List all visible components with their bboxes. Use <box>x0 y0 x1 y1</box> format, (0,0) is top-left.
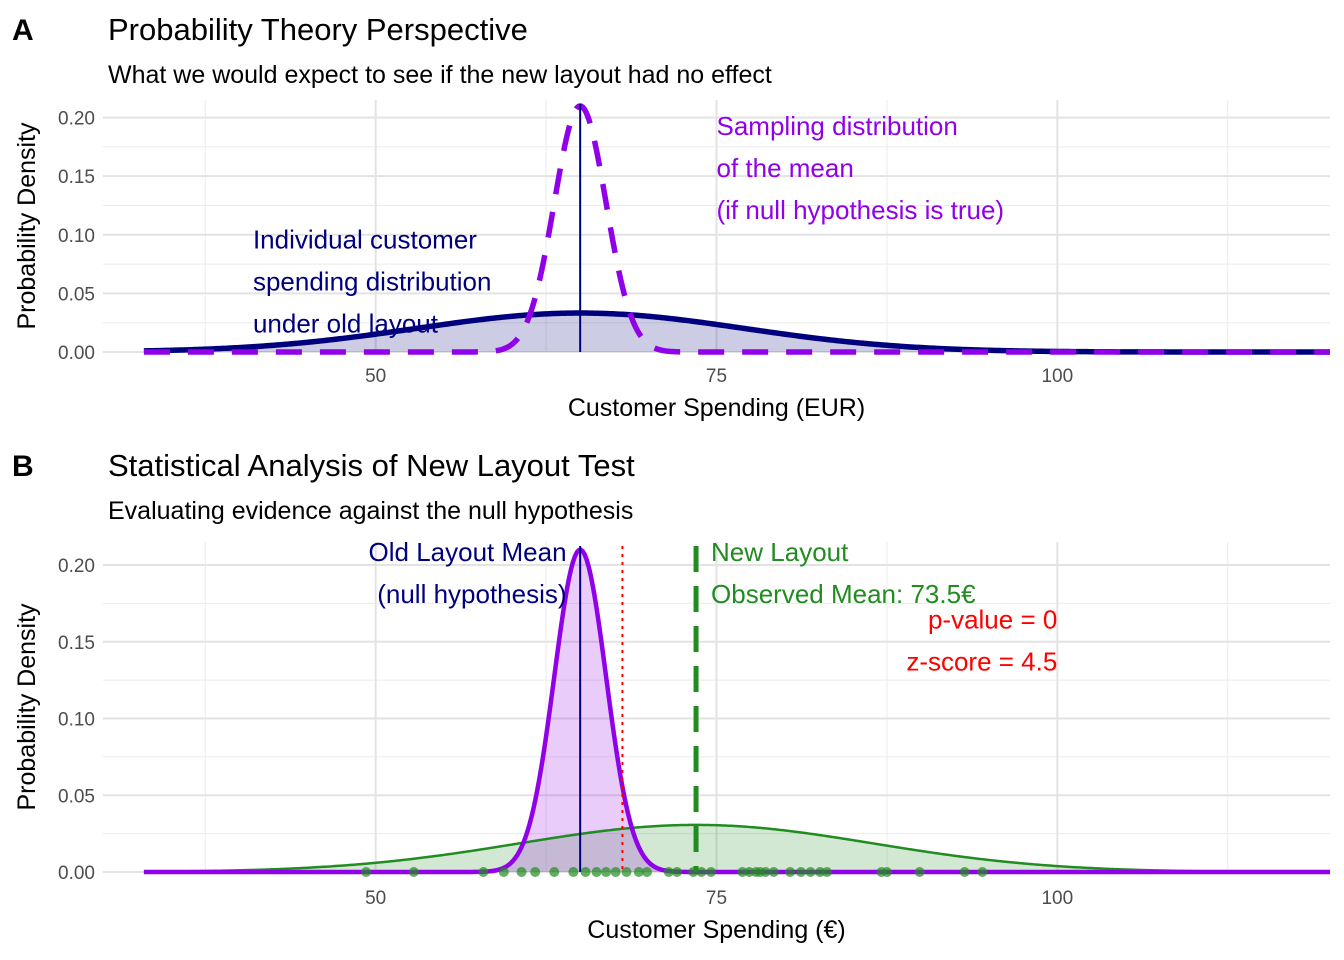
grid <box>103 100 1330 353</box>
x-tick-label: 50 <box>365 366 386 387</box>
data-point <box>478 867 489 877</box>
annotation-line: spending distribution <box>253 266 492 296</box>
y-tick-label: 0.10 <box>58 226 95 247</box>
density-line-1 <box>143 103 1331 355</box>
y-tick-label: 0.20 <box>58 109 95 130</box>
data-point <box>977 867 988 877</box>
data-point <box>881 867 892 877</box>
annotation-line: Sampling distribution <box>717 111 958 141</box>
data-point <box>591 867 602 877</box>
chart-title: Statistical Analysis of New Layout Test <box>108 448 635 483</box>
data-point <box>821 867 832 877</box>
annotation: Sampling distribution of the mean (if null… <box>717 111 1005 225</box>
data-point <box>805 867 816 877</box>
data-point <box>785 867 796 877</box>
data-point <box>408 867 419 877</box>
data-point <box>796 867 807 877</box>
annotation-line: Individual customer <box>253 224 477 254</box>
data-point <box>768 867 779 877</box>
x-axis-title: Customer Spending (€) <box>587 916 845 944</box>
data-point <box>706 867 717 877</box>
data-point <box>959 867 970 877</box>
annotation-line: Observed Mean: 73.5€ <box>711 579 976 609</box>
density-area-0 <box>143 313 1330 352</box>
annotation-line: New Layout <box>711 537 849 567</box>
panel-tag: B <box>12 450 34 483</box>
data-point <box>696 867 707 877</box>
x-axis-title: Customer Spending (EUR) <box>568 394 865 422</box>
y-tick-label: 0.15 <box>58 633 95 654</box>
panel-a: A Probability Theory Perspective What we w… <box>12 12 1331 422</box>
data-point <box>549 867 560 877</box>
data-point <box>568 867 579 877</box>
y-axis-title: Probability Density <box>13 122 41 330</box>
x-tick-label: 100 <box>1041 366 1073 387</box>
chart-subtitle: Evaluating evidence against the null hyp… <box>108 497 633 525</box>
x-tick-label: 75 <box>706 366 727 387</box>
x-tick-label: 100 <box>1041 888 1073 909</box>
data-point <box>498 867 509 877</box>
y-tick-label: 0.10 <box>58 710 95 731</box>
y-axis-title: Probability Density <box>13 603 41 811</box>
data-point <box>760 867 771 877</box>
x-tick-label: 50 <box>365 888 386 909</box>
chart-subtitle: What we would expect to see if the new l… <box>108 61 772 89</box>
annotation-line: (null hypothesis) <box>377 579 566 609</box>
data-point <box>671 867 682 877</box>
x-tick-label: 75 <box>706 888 727 909</box>
data-point <box>641 867 652 877</box>
y-tick-label: 0.15 <box>58 167 95 188</box>
annotation-line: Old Layout Mean <box>369 537 567 567</box>
data-point <box>530 867 541 877</box>
panel-b: B Statistical Analysis of New Layout Test… <box>12 448 1331 944</box>
annotation: p-value = 0 z-score = 4.5 <box>906 605 1057 677</box>
annotation-line: z-score = 4.5 <box>906 647 1057 677</box>
data-point <box>621 867 632 877</box>
data-point <box>633 867 644 877</box>
panel-tag: A <box>12 14 34 47</box>
y-tick-label: 0.00 <box>58 863 95 884</box>
data-point <box>601 867 612 877</box>
data-point <box>580 867 591 877</box>
y-tick-label: 0.05 <box>58 786 95 807</box>
annotation: Old Layout Mean (null hypothesis) <box>369 537 567 609</box>
data-point <box>516 867 527 877</box>
data-point <box>610 867 621 877</box>
annotation-line: (if null hypothesis is true) <box>717 195 1005 225</box>
annotation: Individual customer spending distribution… <box>253 224 492 338</box>
chart-title: Probability Theory Perspective <box>108 12 528 47</box>
density-line-0 <box>143 310 1331 355</box>
annotation-line: of the mean <box>717 153 854 183</box>
density-line-1 <box>143 547 1331 875</box>
density-line-0 <box>143 823 1330 874</box>
density-area-0 <box>143 824 1330 872</box>
data-point <box>663 867 674 877</box>
y-tick-label: 0.00 <box>58 343 95 364</box>
annotation-line: p-value = 0 <box>928 605 1057 635</box>
annotation: New Layout Observed Mean: 73.5€ <box>711 537 976 609</box>
y-tick-label: 0.05 <box>58 284 95 305</box>
data-point <box>361 867 372 877</box>
y-tick-label: 0.20 <box>58 556 95 577</box>
data-point <box>914 867 925 877</box>
annotation-line: under old layout <box>253 308 439 338</box>
